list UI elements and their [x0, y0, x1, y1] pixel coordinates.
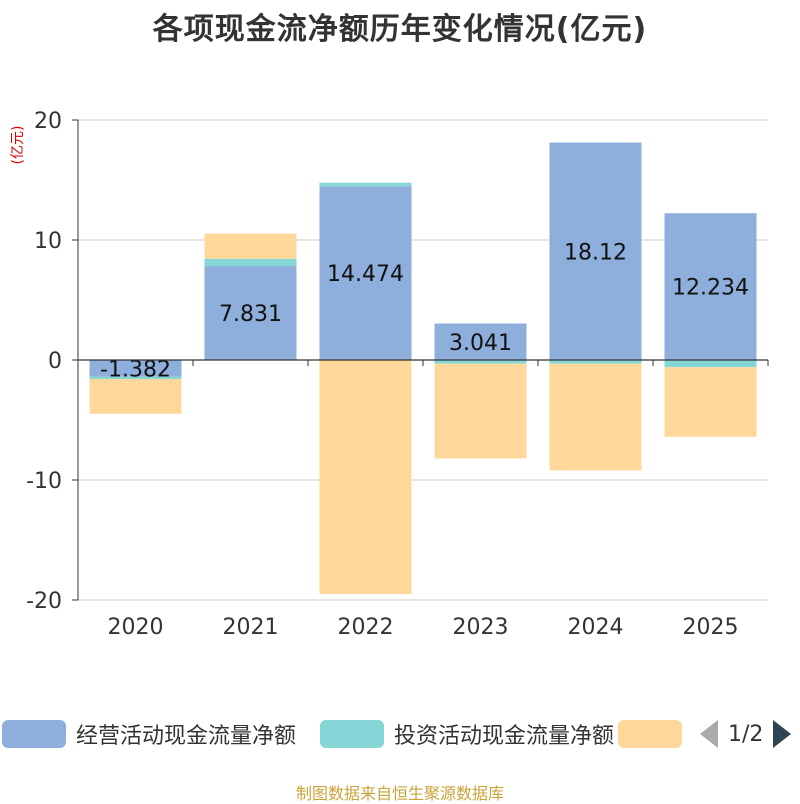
bar-financing-2020[interactable]	[89, 378, 182, 414]
y-tick-label: 0	[48, 349, 62, 374]
bar-operating-2020[interactable]	[89, 360, 182, 377]
data-label-2024: 18.12	[564, 240, 627, 265]
bar-investing-2022[interactable]	[319, 182, 412, 187]
data-label-2025: 12.234	[672, 276, 749, 301]
bar-financing-2025[interactable]	[664, 367, 757, 437]
data-label-2021: 7.831	[219, 302, 282, 327]
bar-operating-2022[interactable]	[319, 186, 412, 360]
pager-prev-icon[interactable]	[700, 720, 718, 748]
legend-pager: 1/2	[700, 716, 792, 752]
bar-investing-2025[interactable]	[664, 360, 757, 368]
x-tick-label: 2023	[453, 615, 509, 640]
legend: 经营活动现金流量净额 投资活动现金流量净额 1/2	[0, 716, 800, 752]
label-layer: -1.382 7.831 14.474 3.041 18.12 12.234	[100, 240, 749, 382]
y-tick-label: -10	[26, 469, 62, 494]
bar-investing-2020[interactable]	[89, 376, 182, 379]
legend-swatch-operating	[2, 720, 66, 748]
x-tick-label: 2022	[338, 615, 394, 640]
grid-layer	[78, 119, 768, 601]
pager-next-icon[interactable]	[773, 720, 792, 748]
legend-item-operating[interactable]: 经营活动现金流量净额	[2, 716, 296, 752]
bar-financing-2021[interactable]	[204, 233, 297, 259]
data-label-2023: 3.041	[449, 331, 512, 356]
legend-swatch-financing	[618, 720, 682, 748]
source-note: 制图数据来自恒生聚源数据库	[295, 784, 504, 803]
x-tick-label: 2021	[223, 615, 279, 640]
x-tick-label: 2024	[568, 615, 624, 640]
bar-investing-2024[interactable]	[549, 360, 642, 364]
chart-area: -1.382 7.831 14.474 3.041 18.12 12.234 20 10 0 -…	[10, 109, 769, 640]
pager-page-text: 1/2	[728, 721, 764, 747]
legend-item-investing[interactable]: 投资活动现金流量净额	[320, 716, 614, 752]
y-tick-label: 20	[34, 109, 62, 134]
bar-financing-2023[interactable]	[434, 363, 527, 459]
bar-operating-2021[interactable]	[204, 266, 297, 360]
x-tick-label: 2020	[108, 615, 164, 640]
legend-item-financing[interactable]	[618, 716, 682, 752]
bar-investing-2023[interactable]	[434, 360, 527, 364]
axis-layer: 20 10 0 -10 -20 2020 2021 2022 2023 2024 2025	[26, 109, 769, 640]
y-tick-label: 10	[34, 229, 62, 254]
legend-label-investing: 投资活动现金流量净额	[394, 724, 615, 749]
bar-investing-2021[interactable]	[204, 258, 297, 267]
bar-operating-2025[interactable]	[664, 213, 757, 360]
bar-financing-2024[interactable]	[549, 363, 642, 471]
y-tick-label: -20	[26, 589, 62, 614]
y-axis-label: (亿元)	[10, 126, 26, 165]
bar-layer	[89, 142, 757, 594]
legend-swatch-investing	[320, 720, 384, 748]
data-label-2022: 14.474	[327, 262, 404, 287]
x-tick-label: 2025	[683, 615, 739, 640]
data-label-2020: -1.382	[100, 357, 171, 382]
legend-label-operating: 经营活动现金流量净额	[76, 724, 297, 749]
bar-operating-2024[interactable]	[549, 142, 642, 360]
chart-title: 各项现金流净额历年变化情况(亿元)	[152, 12, 648, 47]
bar-financing-2022[interactable]	[319, 360, 412, 594]
bar-operating-2023[interactable]	[434, 323, 527, 360]
